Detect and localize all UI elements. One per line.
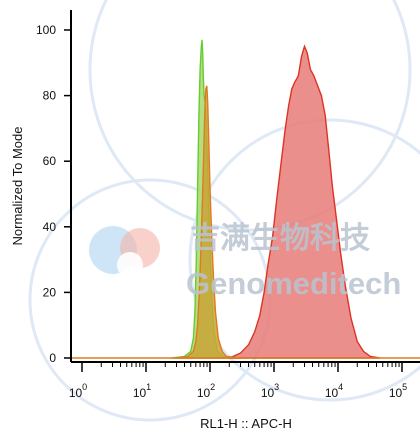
x-tick-label: 103 [261,382,279,400]
y-tick-label: 80 [43,89,57,103]
y-axis-ticks: 0 20 40 60 80 100 [36,23,71,365]
watermark-logo [89,226,160,278]
y-tick-label: 60 [43,154,57,168]
series-3-area [176,85,241,359]
x-tick-label: 100 [69,382,87,400]
histogram-series [71,39,420,359]
x-tick-label: 102 [197,382,215,400]
y-tick-label: 40 [43,220,57,234]
x-axis-ticks: 100 101 102 103 104 105 [69,362,407,400]
watermark-text-en: Genomeditech [186,266,401,301]
watermark-rings [28,0,420,422]
x-tick-label: 101 [133,382,151,400]
watermark-text-cn: 吉满生物科技 [190,221,370,256]
x-tick-label: 105 [389,382,407,400]
y-tick-label: 20 [43,285,57,299]
y-tick-label: 0 [49,351,56,365]
y-tick-label: 100 [36,23,56,37]
y-axis-title: Normalized To Mode [10,127,25,246]
series-2-area [229,44,380,359]
x-axis-title: RL1-H :: APC-H [200,416,292,431]
x-tick-label: 104 [325,382,343,400]
